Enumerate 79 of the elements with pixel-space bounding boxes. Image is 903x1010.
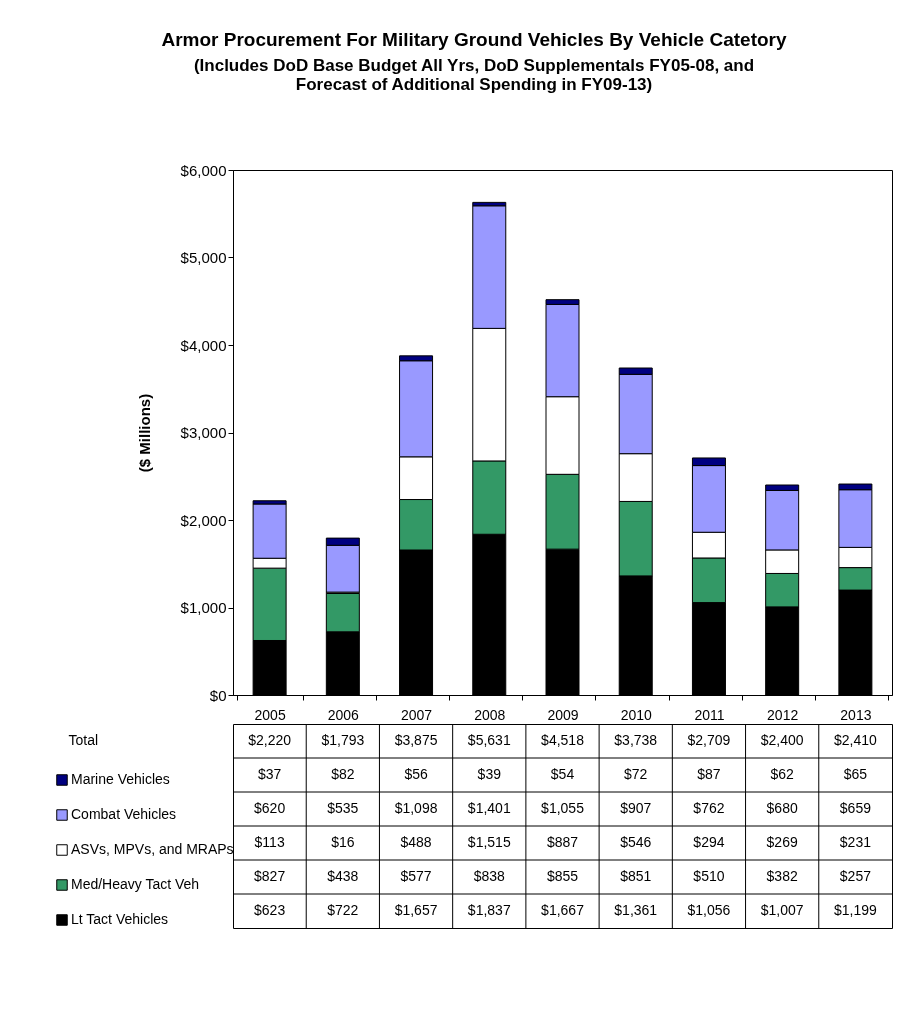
legend-label: ASVs, MPVs, and MRAPs xyxy=(71,841,234,857)
x-tick-label: 2009 xyxy=(547,706,579,723)
data-label: $535 xyxy=(327,800,359,816)
total-label: $2,709 xyxy=(687,732,731,748)
x-tick-label: 2006 xyxy=(327,706,360,723)
data-label: $510 xyxy=(693,868,725,884)
data-label: $39 xyxy=(477,766,502,782)
y-axis-title: ($ Millions) xyxy=(135,393,153,473)
total-label: $3,738 xyxy=(614,732,658,748)
y-tick-label: $0 xyxy=(209,686,227,704)
data-label: $722 xyxy=(327,902,359,918)
data-label: $1,007 xyxy=(760,902,804,918)
data-label: $16 xyxy=(331,834,355,850)
data-label: $62 xyxy=(770,766,795,782)
y-tick-label: $1,000 xyxy=(180,599,227,616)
x-tick-label: 2013 xyxy=(840,706,872,723)
data-label: $56 xyxy=(404,766,428,782)
data-label: $762 xyxy=(693,800,725,816)
data-label: $838 xyxy=(473,868,506,884)
data-label: $620 xyxy=(254,800,286,816)
data-label: $54 xyxy=(550,766,575,782)
x-tick-label: 2008 xyxy=(474,706,506,723)
data-label: $488 xyxy=(400,834,432,850)
data-label: $65 xyxy=(843,766,868,782)
data-label: $1,199 xyxy=(833,902,878,918)
legend-label: Combat Vehicles xyxy=(71,806,177,822)
data-label: $851 xyxy=(620,868,652,884)
chart-title: Armor Procurement For Military Ground Vehicles By Vehicle Catetory xyxy=(161,28,787,50)
data-label: $87 xyxy=(697,766,721,782)
data-label: $907 xyxy=(620,800,652,816)
total-label: $2,400 xyxy=(760,732,804,748)
x-tick-label: 2005 xyxy=(254,706,286,723)
legend-label: Med/Heavy Tact Veh xyxy=(71,876,200,892)
total-label: $5,631 xyxy=(467,732,511,748)
data-label: $269 xyxy=(766,834,798,850)
data-label: $37 xyxy=(257,766,282,782)
data-label: $827 xyxy=(254,868,286,884)
data-label: $887 xyxy=(546,834,579,850)
data-label: $1,657 xyxy=(394,902,438,918)
data-label: $659 xyxy=(839,800,872,816)
data-label: $113 xyxy=(254,834,285,850)
data-label: $680 xyxy=(766,800,798,816)
data-label: $1,361 xyxy=(614,902,658,918)
data-label: $1,098 xyxy=(394,800,438,816)
legend-label: Marine Vehicles xyxy=(71,771,170,787)
data-label: $1,515 xyxy=(467,834,511,850)
data-label: $577 xyxy=(400,868,432,884)
data-label: $72 xyxy=(624,766,648,782)
data-label: $82 xyxy=(331,766,355,782)
x-tick-label: 2010 xyxy=(620,706,652,723)
data-label: $1,055 xyxy=(541,800,585,816)
data-label: $1,667 xyxy=(541,902,585,918)
data-label: $855 xyxy=(546,868,579,884)
y-tick-label: $5,000 xyxy=(180,249,227,266)
text: Total xyxy=(68,732,99,748)
total-label: $3,875 xyxy=(394,732,438,748)
data-label: $623 xyxy=(254,902,286,918)
data-label: $438 xyxy=(327,868,359,884)
data-label: $257 xyxy=(839,868,872,884)
data-label: $1,056 xyxy=(687,902,731,918)
legend-label: Lt Tact Vehicles xyxy=(71,911,169,927)
y-tick-label: $3,000 xyxy=(180,424,227,441)
data-label: $231 xyxy=(839,834,872,850)
total-label: $1,793 xyxy=(321,732,365,748)
y-tick-label: $6,000 xyxy=(180,161,227,179)
total-label: $2,410 xyxy=(833,732,878,748)
chart-subtitle: (Includes DoD Base Budget All Yrs, DoD Supplementals FY05-08, and Forecast of Additional Spending in FY09-13) xyxy=(193,55,755,94)
data-label: $1,401 xyxy=(467,800,511,816)
x-tick-label: 2007 xyxy=(400,706,433,723)
data-label: $1,837 xyxy=(467,902,511,918)
data-label: $382 xyxy=(766,868,798,884)
y-tick-label: $4,000 xyxy=(180,336,227,354)
total-label: $4,518 xyxy=(541,732,585,748)
y-tick-label: $2,000 xyxy=(180,511,227,529)
data-label: $546 xyxy=(620,834,652,850)
total-label: $2,220 xyxy=(248,732,292,748)
x-tick-label: 2011 xyxy=(694,706,725,723)
data-label: $294 xyxy=(693,834,725,850)
x-tick-label: 2012 xyxy=(767,706,799,723)
